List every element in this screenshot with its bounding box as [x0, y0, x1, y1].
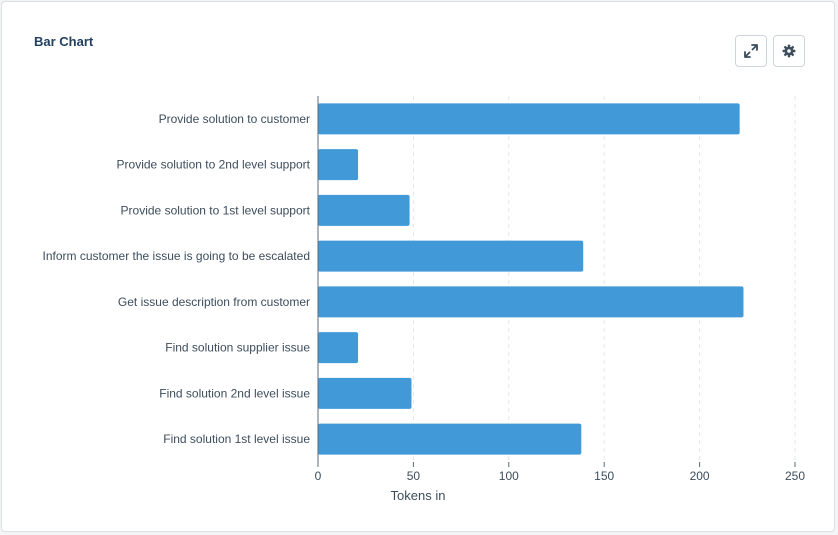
- x-axis-title: Tokens in: [391, 488, 446, 503]
- category-label: Find solution 1st level issue: [163, 432, 310, 446]
- category-label: Provide solution to 2nd level support: [117, 158, 311, 172]
- bar: [318, 332, 359, 364]
- category-label: Inform customer the issue is going to be…: [43, 249, 310, 263]
- x-tick-label: 0: [315, 469, 322, 483]
- bar: [318, 286, 744, 318]
- settings-button[interactable]: [773, 35, 805, 67]
- bar: [318, 149, 359, 181]
- category-label: Provide solution to 1st level support: [121, 203, 311, 217]
- gear-icon: [782, 44, 796, 58]
- x-tick-label: 150: [594, 469, 614, 483]
- category-label: Find solution 2nd level issue: [159, 386, 310, 400]
- x-tick-label: 50: [407, 469, 421, 483]
- category-label: Find solution supplier issue: [165, 341, 310, 355]
- x-tick-label: 100: [499, 469, 519, 483]
- category-label: Provide solution to customer: [159, 112, 310, 126]
- bar: [318, 103, 740, 135]
- bar: [318, 240, 584, 272]
- bar: [318, 194, 410, 226]
- bar: [318, 423, 582, 455]
- expand-arrows-icon: [744, 44, 758, 58]
- card-title: Bar Chart: [34, 34, 94, 49]
- bar: [318, 377, 412, 409]
- x-tick-label: 200: [690, 469, 710, 483]
- category-label: Get issue description from customer: [118, 295, 310, 309]
- expand-button[interactable]: [735, 35, 767, 67]
- x-tick-label: 250: [785, 469, 805, 483]
